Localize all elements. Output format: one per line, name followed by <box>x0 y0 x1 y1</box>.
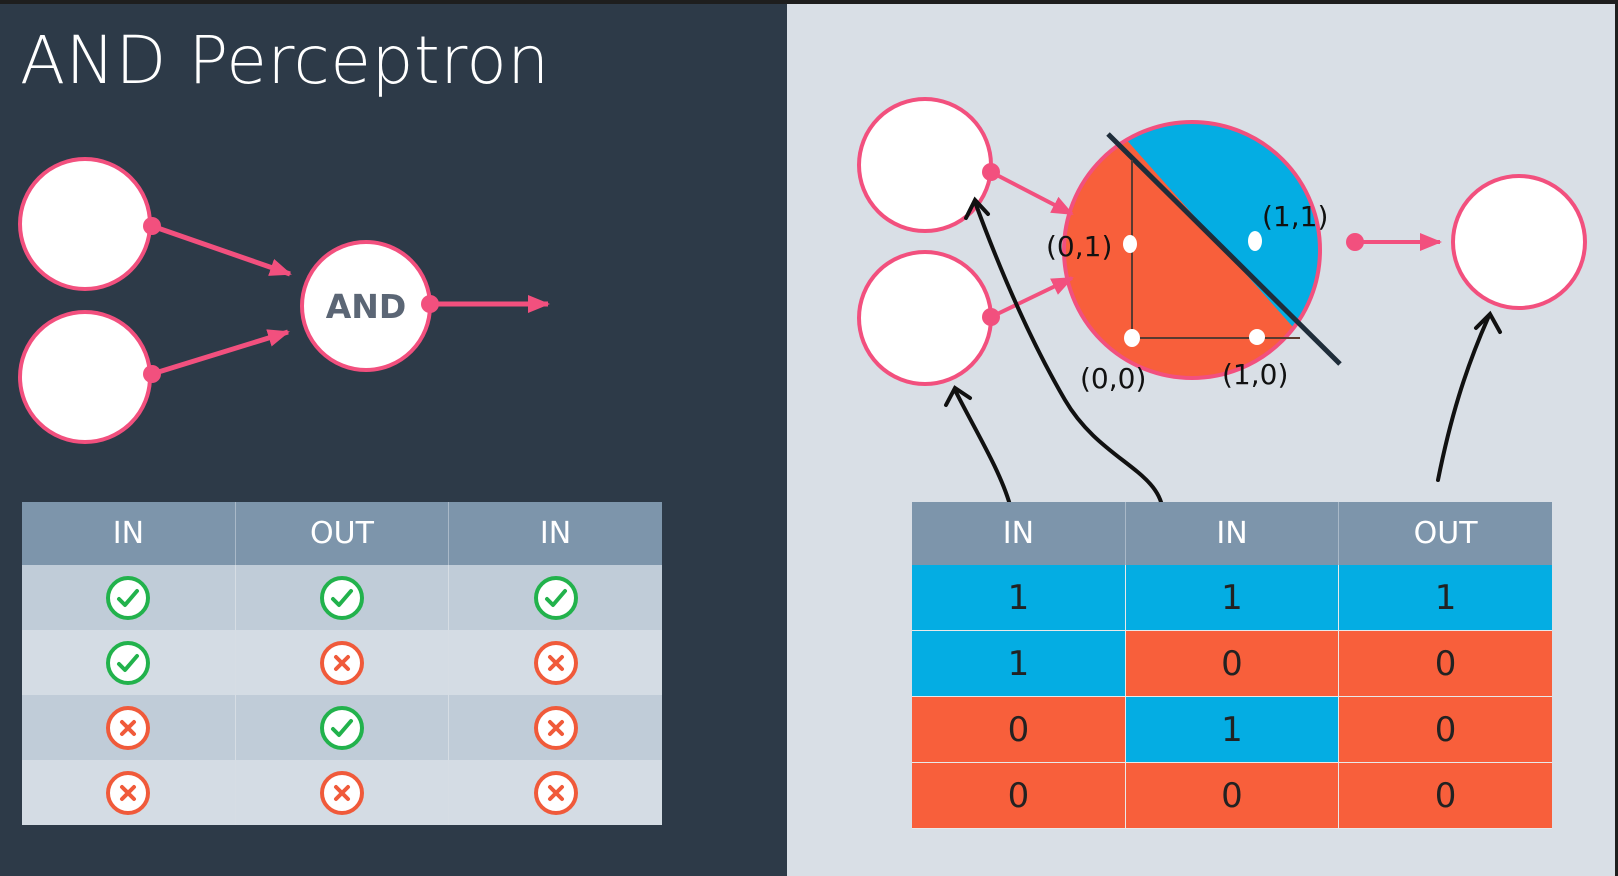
cross-icon <box>319 770 364 815</box>
right-output-node <box>1451 174 1587 310</box>
annotation-arrow-out-head <box>1474 310 1502 334</box>
right-cell: 1 <box>1338 565 1552 631</box>
point-0-1 <box>1123 235 1137 253</box>
annotation-arrows <box>944 196 1502 514</box>
table-cell <box>22 695 236 760</box>
table-cell <box>235 760 450 825</box>
cross-icon <box>106 705 151 750</box>
right-cell: 0 <box>1338 630 1552 697</box>
annotation-arrow-in2 <box>973 200 1165 514</box>
table-row <box>22 630 662 695</box>
check-icon <box>106 575 151 620</box>
annotation-arrow-in1 <box>953 388 1012 507</box>
table-row <box>22 695 662 760</box>
table-cell <box>448 760 662 825</box>
table-cell <box>448 695 662 760</box>
point-1-0 <box>1249 329 1265 345</box>
cross-icon <box>319 640 364 685</box>
left-arrow-2 <box>151 329 290 377</box>
check-icon <box>319 575 364 620</box>
right-cell: 0 <box>1125 762 1340 829</box>
label-0-1: (0,1) <box>1046 230 1112 263</box>
right-cell: 1 <box>1125 565 1340 631</box>
check-icon <box>106 640 151 685</box>
right-cell: 0 <box>1125 630 1340 697</box>
right-cell: 1 <box>912 565 1126 631</box>
right-header-2: IN <box>1125 502 1340 565</box>
left-header-1: IN <box>22 502 236 565</box>
perceptron-node <box>1062 120 1322 380</box>
right-network: (0,1) (1,1) (0,0) (1,0) <box>857 97 1587 514</box>
right-cell: 0 <box>912 762 1126 829</box>
table-row: 1 1 1 <box>912 565 1552 631</box>
left-input-node-2 <box>18 310 152 444</box>
table-cell <box>235 565 450 630</box>
left-arrow-1 <box>151 223 292 277</box>
left-network: AND <box>18 157 550 444</box>
right-truth-table: IN IN OUT 1 1 1 1 0 0 0 1 0 0 0 0 <box>912 502 1552 829</box>
table-row <box>22 760 662 825</box>
table-row: 0 0 0 <box>912 762 1552 829</box>
table-cell <box>22 630 236 695</box>
and-node-label: AND <box>326 287 407 326</box>
annotation-arrow-in1-head <box>944 385 972 407</box>
right-cell: 1 <box>1125 696 1340 763</box>
decision-boundary-line <box>1106 132 1342 366</box>
right-cell: 1 <box>912 630 1126 697</box>
label-0-0: (0,0) <box>1080 362 1146 395</box>
table-row: 1 0 0 <box>912 630 1552 697</box>
table-cell <box>22 565 236 630</box>
table-cell <box>235 695 450 760</box>
check-icon <box>319 705 364 750</box>
right-cell: 0 <box>1338 762 1552 829</box>
point-1-1 <box>1248 231 1262 251</box>
left-header-2: OUT <box>235 502 450 565</box>
cross-icon <box>533 705 578 750</box>
label-1-0: (1,0) <box>1222 358 1288 391</box>
right-input-node-2 <box>857 250 993 386</box>
right-cell: 0 <box>912 696 1126 763</box>
cross-icon <box>533 640 578 685</box>
left-truth-table: IN OUT IN <box>22 502 662 825</box>
table-cell <box>235 630 450 695</box>
cross-icon <box>106 770 151 815</box>
table-cell <box>22 760 236 825</box>
table-cell <box>448 630 662 695</box>
table-row <box>22 565 662 630</box>
table-row: 0 1 0 <box>912 696 1552 763</box>
point-0-0 <box>1124 329 1140 347</box>
right-header-3: OUT <box>1338 502 1552 565</box>
right-arrow-1 <box>990 170 1074 216</box>
right-arrow-2 <box>990 276 1074 319</box>
check-icon <box>533 575 578 620</box>
left-input-node-1 <box>18 157 152 291</box>
right-cell: 0 <box>1338 696 1552 763</box>
cross-icon <box>533 770 578 815</box>
table-cell <box>448 565 662 630</box>
annotation-arrow-out <box>1436 316 1490 482</box>
page-title: AND Perceptron <box>20 22 550 99</box>
label-1-1: (1,1) <box>1262 200 1328 233</box>
right-header-1: IN <box>912 502 1126 565</box>
annotation-arrow-in2-head <box>964 196 990 220</box>
left-header-3: IN <box>448 502 662 565</box>
